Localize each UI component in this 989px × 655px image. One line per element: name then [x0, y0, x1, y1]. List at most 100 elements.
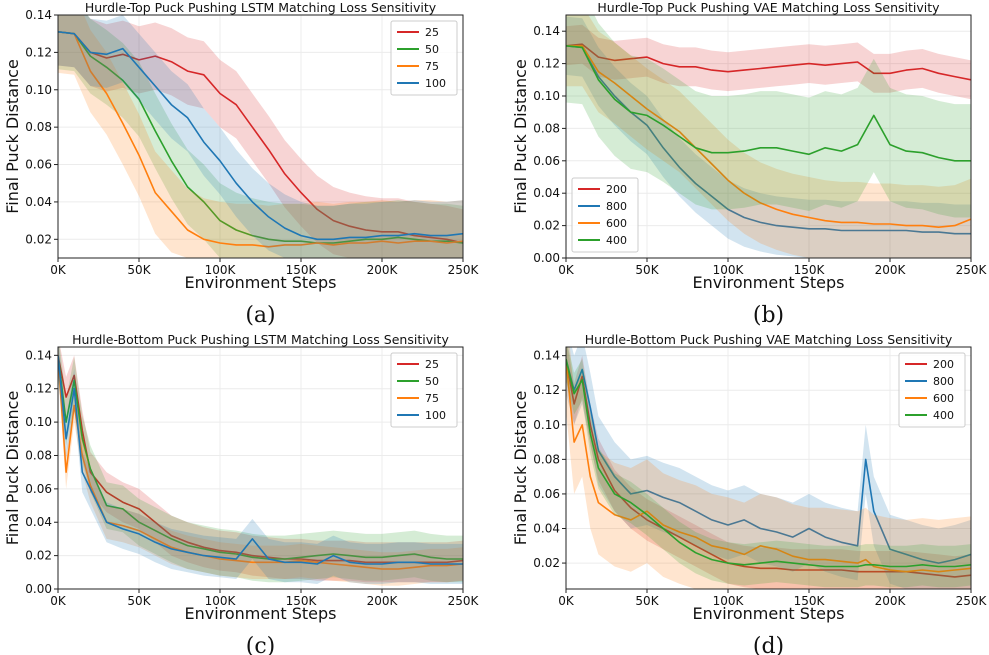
x-tick-label: 150K	[794, 594, 826, 608]
series-band-50	[58, 347, 463, 583]
series-line-100	[58, 31, 463, 241]
x-tick-label: 50K	[635, 594, 659, 608]
y-tick-label: 0.04	[533, 522, 560, 536]
chart-title: Hurdle-Top Puck Pushing VAE Matching Los…	[597, 0, 940, 15]
x-tick-label: 250K	[448, 263, 480, 277]
x-tick-label: 150K	[286, 263, 318, 277]
series-line-400	[566, 358, 971, 568]
legend-label-800: 800	[933, 375, 954, 388]
y-tick-label: 0.06	[25, 158, 52, 172]
legend-label-25: 25	[425, 358, 439, 371]
chart-title: Hurdle-Bottom Puck Pushing VAE Matching …	[585, 332, 953, 347]
legend-box	[898, 352, 966, 428]
chart-panel-4: 0K 50K 100K 150K 200K 250K 0.02 0.04 0.06 0.08 0.1…	[511, 332, 988, 655]
y-tick-label: 0.04	[25, 195, 52, 209]
y-tick-label: 0.00	[25, 582, 52, 596]
y-tick-label: 0.02	[25, 232, 52, 246]
plot-frame	[565, 14, 972, 259]
plot-series-group	[566, 347, 971, 589]
y-axis-label: Final Puck Distance	[3, 59, 22, 214]
series-line-100	[58, 355, 463, 565]
chart-panel-3: 0K 50K 100K 150K 200K 250K 0.00 0.02 0.04 0.06 0.0…	[3, 332, 480, 655]
plot-series-group	[566, 15, 971, 258]
chart-title: Hurdle-Top Puck Pushing LSTM Matching Lo…	[85, 0, 437, 15]
series-line-400	[566, 45, 971, 162]
series-line-200	[566, 358, 971, 578]
y-tick-label: 0.08	[533, 121, 560, 135]
legend-label-400: 400	[933, 409, 954, 422]
legend-label-25: 25	[425, 26, 439, 39]
x-tick-label: 50K	[635, 263, 659, 277]
x-tick-label: 200K	[367, 263, 399, 277]
legend-label-75: 75	[425, 392, 439, 405]
chart-panel-1: 0K 50K 100K 150K 200K 250K 0.02 0.04 0.06 0.08 0.1…	[3, 0, 480, 328]
series-band-25	[58, 15, 463, 258]
x-tick-label: 0K	[50, 594, 67, 608]
x-tick-label: 100K	[205, 263, 237, 277]
x-axis-label: Environment Steps	[692, 604, 844, 623]
y-tick-label: 0.06	[533, 487, 560, 501]
plot-frame	[57, 346, 464, 590]
y-tick-label: 0.02	[533, 219, 560, 233]
y-tick-label: 0.14	[533, 24, 560, 38]
legend-label-50: 50	[425, 375, 439, 388]
x-tick-label: 100K	[205, 594, 237, 608]
series-band-400	[566, 15, 971, 218]
legend-box	[571, 177, 639, 253]
y-tick-label: 0.06	[25, 482, 52, 496]
y-tick-label: 0.14	[533, 349, 560, 363]
series-line-75	[58, 31, 463, 248]
series-band-200	[566, 347, 971, 589]
y-tick-label: 0.12	[533, 383, 560, 397]
y-tick-label: 0.02	[25, 549, 52, 563]
x-axis-label: Environment Steps	[692, 273, 844, 292]
series-line-50	[58, 31, 463, 244]
x-tick-label: 0K	[558, 263, 575, 277]
series-band-400	[566, 347, 971, 588]
x-tick-label: 250K	[956, 594, 988, 608]
series-band-600	[566, 15, 971, 258]
y-axis-label: Final Puck Distance	[511, 59, 530, 214]
legend-label-100: 100	[425, 409, 446, 422]
x-tick-label: 200K	[367, 594, 399, 608]
x-tick-label: 200K	[875, 263, 907, 277]
legend-label-200: 200	[606, 183, 627, 196]
panel-caption: (a)	[245, 303, 275, 328]
series-band-800	[566, 16, 971, 258]
legend: 25 50 75 100	[390, 352, 458, 428]
legend-label-600: 600	[606, 217, 627, 230]
series-line-600	[566, 359, 971, 573]
panel-caption: (c)	[246, 634, 276, 655]
y-tick-label: 0.14	[25, 348, 52, 362]
plot-frame	[565, 346, 972, 590]
y-tick-label: 0.08	[533, 452, 560, 466]
y-tick-label: 0.10	[25, 83, 52, 97]
legend-box	[390, 352, 458, 428]
y-tick-label: 0.04	[533, 186, 560, 200]
y-tick-label: 0.08	[25, 448, 52, 462]
x-tick-label: 150K	[286, 594, 318, 608]
y-tick-label: 0.12	[25, 382, 52, 396]
series-band-75	[58, 347, 463, 586]
chart-panel-2: 0K 50K 100K 150K 200K 250K 0.00 0.02 0.04 0.06 0.0…	[511, 0, 988, 328]
y-tick-label: 0.08	[25, 120, 52, 134]
series-line-600	[566, 44, 971, 228]
legend-label-600: 600	[933, 392, 954, 405]
y-tick-label: 0.12	[25, 45, 52, 59]
legend-label-400: 400	[606, 234, 627, 247]
series-line-25	[58, 31, 463, 244]
y-tick-label: 0.10	[533, 89, 560, 103]
y-tick-label: 0.04	[25, 515, 52, 529]
series-band-100	[58, 15, 463, 258]
y-tick-label: 0.06	[533, 154, 560, 168]
series-band-100	[58, 347, 463, 584]
series-band-600	[566, 347, 971, 589]
series-line-200	[566, 43, 971, 81]
legend: 25 50 75 100	[390, 20, 458, 96]
x-tick-label: 50K	[127, 594, 151, 608]
series-band-800	[566, 347, 971, 589]
plot-series-group	[58, 15, 463, 258]
legend-label-75: 75	[425, 60, 439, 73]
x-tick-label: 250K	[448, 594, 480, 608]
